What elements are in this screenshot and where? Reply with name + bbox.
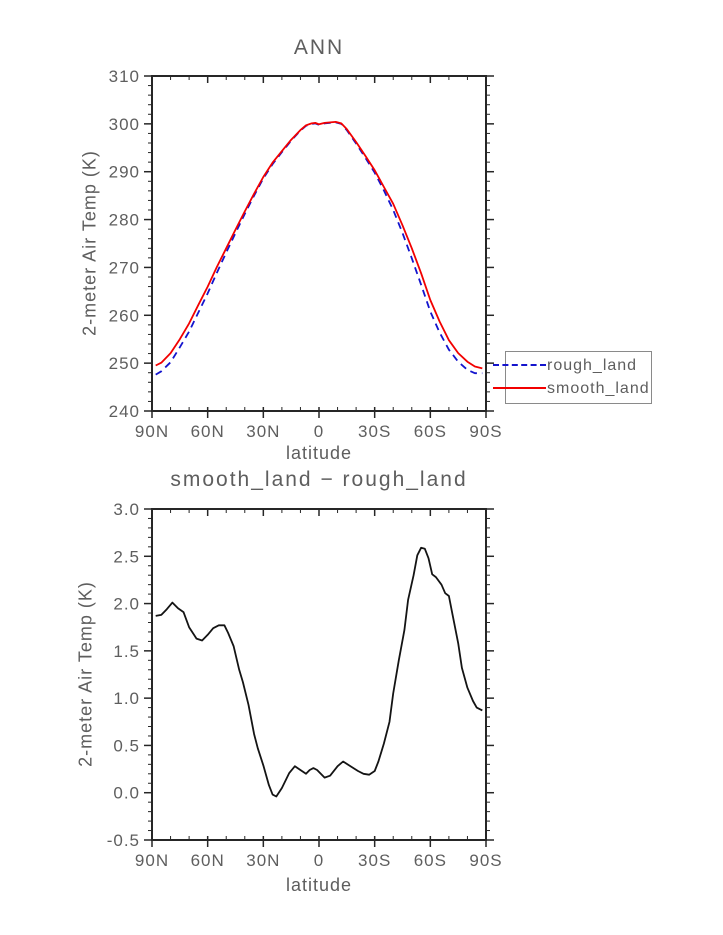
x-tick-label: 90N: [135, 422, 169, 441]
legend-rough-land-label: rough_land: [547, 357, 638, 374]
y-tick-label: 260: [109, 306, 140, 325]
plot-border: [151, 508, 487, 841]
y-tick-label: 250: [109, 354, 140, 373]
diff-chart-title: smooth_land − rough_land: [170, 468, 468, 491]
x-tick-label: 60S: [414, 422, 447, 441]
plot-border: [151, 75, 487, 412]
x-tick-label: 0: [314, 422, 324, 441]
series-rough-land: [155, 121, 483, 376]
chart-diff: 90N 60N 30N 0 30S 60S 90S -0.5 0.0 0.5 1.0 1.5 2.0 2.…: [107, 500, 502, 870]
y-tick-label: 280: [109, 211, 140, 230]
y-tick-label: 1.5: [113, 642, 140, 661]
y-tick-label: -0.5: [107, 831, 140, 850]
x-tick-label: 90N: [135, 851, 169, 870]
x-tick-label: 60N: [191, 422, 225, 441]
y-tick-label: 0.0: [113, 784, 140, 803]
x-tick-label: 30N: [246, 422, 280, 441]
y-tick-label: 1.0: [113, 689, 140, 708]
y-tick-label: 270: [109, 258, 140, 277]
x-tick-label: 60S: [414, 851, 447, 870]
diff-y-axis-label: 2-meter Air Temp (K): [75, 581, 96, 767]
y-tick-label: 300: [109, 115, 140, 134]
x-tick-label: 60N: [191, 851, 225, 870]
legend-rough-land-line-sample: [493, 364, 546, 366]
x-tick-label: 30S: [358, 422, 391, 441]
x-tick-label: 30N: [246, 851, 280, 870]
series-smooth-land: [155, 121, 483, 370]
legend-smooth-land-label: smooth_land: [547, 380, 650, 397]
legend-box: [505, 351, 652, 404]
y-tick-label: 290: [109, 163, 140, 182]
y-tick-label: 310: [109, 67, 140, 86]
y-tick-label: 0.5: [113, 736, 140, 755]
y-tick-label: 3.0: [113, 500, 140, 519]
chart-ann: 90N 60N 30N 0 30S 60S 90S 240 250 260 270 280 290 300…: [109, 67, 502, 441]
legend-smooth-land-line-sample: [493, 387, 546, 389]
ann-x-axis-label: latitude: [285, 443, 353, 463]
y-tick-label: 240: [109, 402, 140, 421]
x-tick-label: 0: [314, 851, 324, 870]
series-difference: [155, 546, 483, 798]
x-tick-label: 30S: [358, 851, 391, 870]
ann-chart-title: ANN: [293, 36, 345, 59]
ann-y-axis-label: 2-meter Air Temp (K): [79, 150, 100, 336]
y-tick-label: 2.5: [113, 547, 140, 566]
x-tick-label: 90S: [469, 851, 502, 870]
diff-x-axis-label: latitude: [285, 875, 353, 895]
y-tick-label: 2.0: [113, 595, 140, 614]
x-tick-label: 90S: [469, 422, 502, 441]
